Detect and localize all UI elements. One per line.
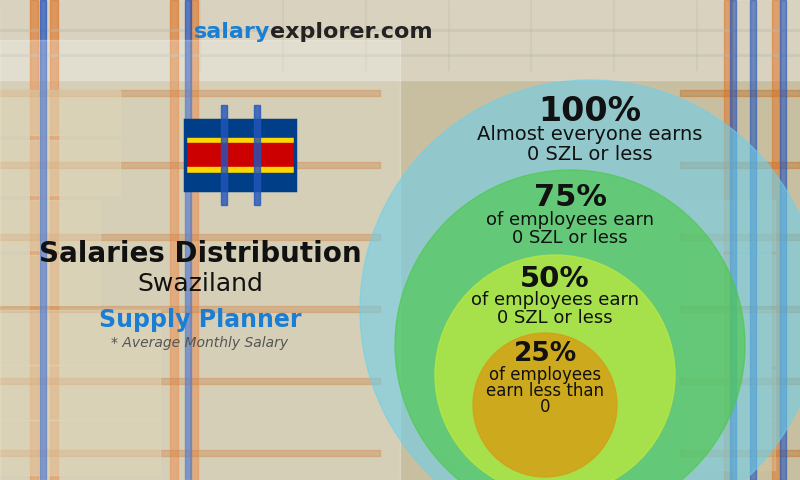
Text: explorer.com: explorer.com [270,22,433,42]
Bar [0,200,100,250]
Bar [221,105,226,205]
Circle shape [395,170,745,480]
Text: earn less than: earn less than [486,382,604,400]
Text: of employees earn: of employees earn [471,291,639,309]
Text: Almost everyone earns: Almost everyone earns [478,125,702,144]
Bar [680,90,800,96]
Text: 50%: 50% [520,265,590,293]
Bar [185,167,295,172]
Text: Salaries Distribution: Salaries Distribution [38,240,362,268]
Bar [185,120,295,137]
Text: salary: salary [194,22,270,42]
Bar [680,162,800,168]
Circle shape [435,255,675,480]
Circle shape [473,333,617,477]
Text: Supply Planner: Supply Planner [98,308,302,332]
Bar [0,0,800,80]
Circle shape [360,80,800,480]
Bar [0,40,400,480]
Bar [685,370,775,420]
Bar [50,0,58,480]
Bar [685,255,775,305]
Bar [780,0,786,480]
Text: of employees: of employees [489,366,601,384]
Text: 100%: 100% [538,95,642,128]
Bar [185,0,191,480]
Bar [0,90,120,135]
Bar [0,378,380,384]
Bar [0,90,380,96]
Bar [0,162,380,168]
Bar [0,140,120,195]
Bar [772,0,780,480]
Bar [750,0,756,480]
Bar [680,306,800,312]
Bar [685,200,775,250]
Text: * Average Monthly Salary: * Average Monthly Salary [111,336,289,350]
Text: 0 SZL or less: 0 SZL or less [497,309,613,327]
Bar [680,378,800,384]
Bar [0,306,380,312]
Bar [170,0,178,480]
Bar [0,255,100,305]
Text: Swaziland: Swaziland [137,272,263,296]
Bar [185,172,295,190]
Bar [685,420,775,470]
Text: 25%: 25% [514,341,577,367]
Text: 0 SZL or less: 0 SZL or less [527,145,653,164]
Text: of employees earn: of employees earn [486,211,654,229]
Bar [0,450,380,456]
Bar [30,0,38,480]
Bar [680,234,800,240]
Bar [685,310,775,365]
Bar [730,0,736,480]
Bar [0,365,160,420]
Bar [185,120,295,190]
Bar [724,0,732,480]
Bar [0,420,160,475]
Bar [680,450,800,456]
Bar [0,310,160,365]
Text: 75%: 75% [534,183,606,212]
Bar [0,234,380,240]
Text: 0: 0 [540,398,550,416]
Bar [40,0,46,480]
Bar [185,137,295,143]
Bar [254,105,259,205]
Text: 0 SZL or less: 0 SZL or less [512,229,628,247]
Bar [190,0,198,480]
Bar [185,143,295,167]
